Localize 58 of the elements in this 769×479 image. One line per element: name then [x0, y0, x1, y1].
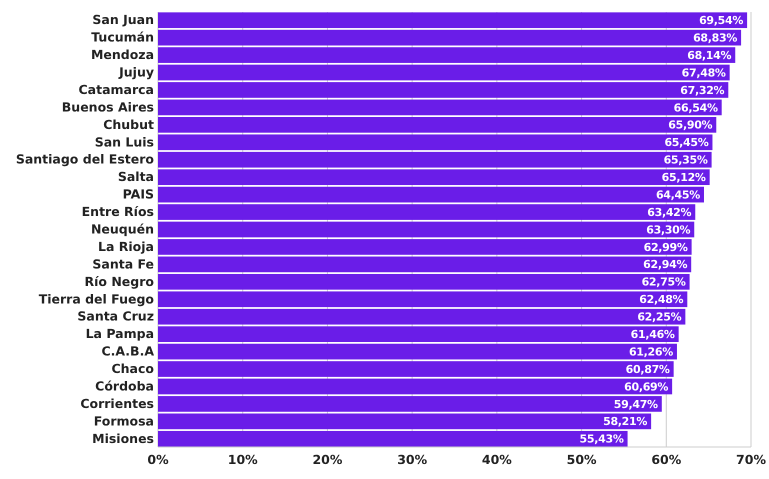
y-tick-label: San Juan: [92, 12, 154, 28]
y-tick-label: La Rioja: [98, 238, 154, 254]
y-tick-label: Santiago del Estero: [16, 152, 154, 167]
data-label: 68,14%: [687, 48, 732, 62]
y-tick-label: Formosa: [94, 413, 154, 428]
x-tick-label: 10%: [228, 452, 258, 467]
y-tick-label: Tucumán: [91, 30, 154, 45]
y-tick-label: San Luis: [94, 134, 154, 150]
data-label: 65,90%: [668, 118, 713, 132]
y-tick-label: PAIS: [122, 186, 154, 202]
data-label: 66,54%: [674, 101, 718, 114]
y-tick-label: Mendoza: [90, 47, 154, 62]
data-label: 55,43%: [580, 432, 624, 446]
y-tick-label: Chubut: [103, 116, 154, 132]
data-label: 64,45%: [656, 188, 700, 202]
data-label: 60,69%: [624, 380, 668, 394]
data-label: 62,99%: [644, 240, 688, 254]
data-label: 67,32%: [680, 84, 725, 97]
x-tick-label: 20%: [312, 452, 343, 467]
y-tick-label: Santa Cruz: [77, 308, 154, 324]
data-label: 65,35%: [664, 154, 708, 167]
y-tick-label: Entre Ríos: [82, 204, 154, 220]
y-tick-label: Río Negro: [84, 274, 154, 289]
x-tick-label: 40%: [482, 452, 512, 467]
data-label: 61,26%: [628, 345, 674, 358]
y-tick-label: Catamarca: [78, 82, 154, 97]
data-label: 65,45%: [664, 136, 709, 150]
x-tick-label: 50%: [566, 452, 598, 467]
data-label: 63,42%: [647, 206, 692, 219]
x-tick-label: 60%: [651, 452, 682, 467]
y-tick-label: Jujuy: [118, 64, 154, 80]
x-tick-label: 70%: [736, 452, 766, 467]
y-tick-label: La Pampa: [86, 326, 154, 342]
y-tick-label: Buenos Aires: [62, 99, 154, 114]
y-tick-label: Chaco: [111, 361, 154, 376]
y-tick-label: Córdoba: [95, 378, 154, 394]
data-label: 63,30%: [646, 223, 691, 236]
data-label: 58,21%: [603, 415, 648, 428]
data-label: 62,25%: [637, 310, 682, 324]
x-tick-label: 30%: [397, 452, 428, 467]
y-tick-label: Salta: [118, 169, 154, 184]
y-tick-label: Tierra del Fuego: [38, 291, 154, 306]
x-tick-label: 0%: [147, 452, 170, 467]
data-label: 61,46%: [630, 328, 675, 341]
y-tick-label: C.A.B.A: [101, 344, 154, 359]
data-label: 62,94%: [643, 258, 688, 272]
data-label: 59,47%: [614, 398, 658, 411]
y-tick-label: Neuquén: [90, 222, 154, 236]
data-label: 62,48%: [639, 293, 684, 306]
y-tick-label: Misiones: [92, 430, 154, 446]
data-label: 60,87%: [626, 362, 670, 376]
data-label: 65,12%: [662, 171, 706, 184]
data-label: 69,54%: [699, 14, 744, 28]
data-label: 68,83%: [693, 31, 738, 44]
y-tick-label: Corrientes: [80, 396, 154, 411]
y-tick-label: Santa Fe: [92, 256, 154, 272]
data-label: 67,48%: [682, 66, 726, 80]
data-label: 62,75%: [642, 276, 686, 289]
